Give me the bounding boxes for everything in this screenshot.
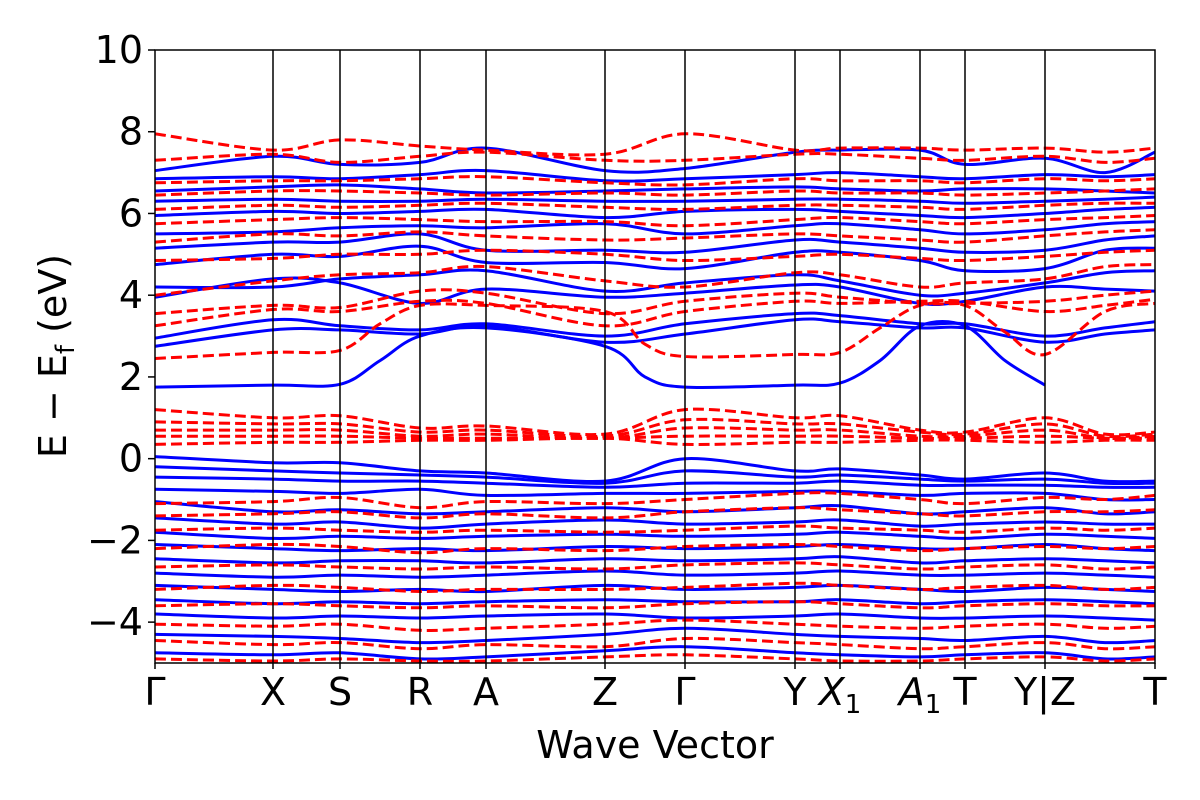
band-line	[155, 320, 1046, 389]
x-axis: Γ X S R A Z Γ Y X1 A1 T Y|Z T	[144, 663, 1167, 720]
y-tick-label: 2	[119, 355, 143, 399]
x-tick-label: X	[260, 670, 286, 714]
x-tick-label: T	[1142, 670, 1167, 714]
band-line	[155, 201, 1155, 211]
x-tick-label: Y|Z	[1013, 670, 1076, 715]
x-tick-label: A	[473, 670, 499, 714]
band-line	[155, 132, 1155, 157]
y-tick-label: 4	[119, 273, 143, 317]
y-tick-label: 10	[95, 28, 143, 72]
band-line	[155, 516, 1155, 530]
kpoint-lines	[272, 50, 1046, 663]
x-tick-label: Γ	[674, 670, 695, 714]
band-line	[155, 436, 1155, 446]
y-tick-label: 8	[119, 110, 143, 154]
band-line	[155, 195, 1155, 205]
band-line	[155, 530, 1155, 540]
band-line	[155, 434, 1155, 440]
x-tick-label: X1	[817, 670, 862, 720]
y-tick-label: −4	[87, 600, 143, 644]
band-line	[155, 263, 1155, 297]
y-tick-label: 0	[119, 437, 143, 481]
y-axis: 10 8 6 4 2 0 −2 −4	[87, 28, 155, 644]
band-line	[155, 524, 1155, 534]
band-line	[155, 300, 1155, 360]
band-line	[155, 555, 1155, 565]
x-tick-label: Γ	[144, 670, 165, 714]
band-line	[155, 653, 1155, 663]
y-tick-label: 6	[119, 191, 143, 235]
x-tick-label: R	[407, 670, 433, 714]
band-line	[155, 455, 1155, 484]
band-line	[155, 417, 1155, 439]
band-line	[155, 612, 1155, 622]
x-tick-label: S	[328, 670, 352, 714]
x-tick-label: A1	[896, 670, 942, 720]
band-line	[155, 232, 1155, 255]
plot-frame	[154, 49, 1156, 664]
band-line	[155, 569, 1155, 579]
y-axis-label: E − Ef (eV)	[31, 254, 81, 458]
x-tick-label: T	[952, 670, 977, 714]
band-line	[155, 268, 1155, 298]
x-tick-label: Y	[782, 670, 807, 714]
y-tick-label: −2	[87, 518, 143, 562]
x-tick-label: Z	[592, 670, 618, 714]
bands-layer	[155, 132, 1155, 663]
band-line	[155, 561, 1155, 571]
x-axis-label: Wave Vector	[536, 723, 774, 767]
